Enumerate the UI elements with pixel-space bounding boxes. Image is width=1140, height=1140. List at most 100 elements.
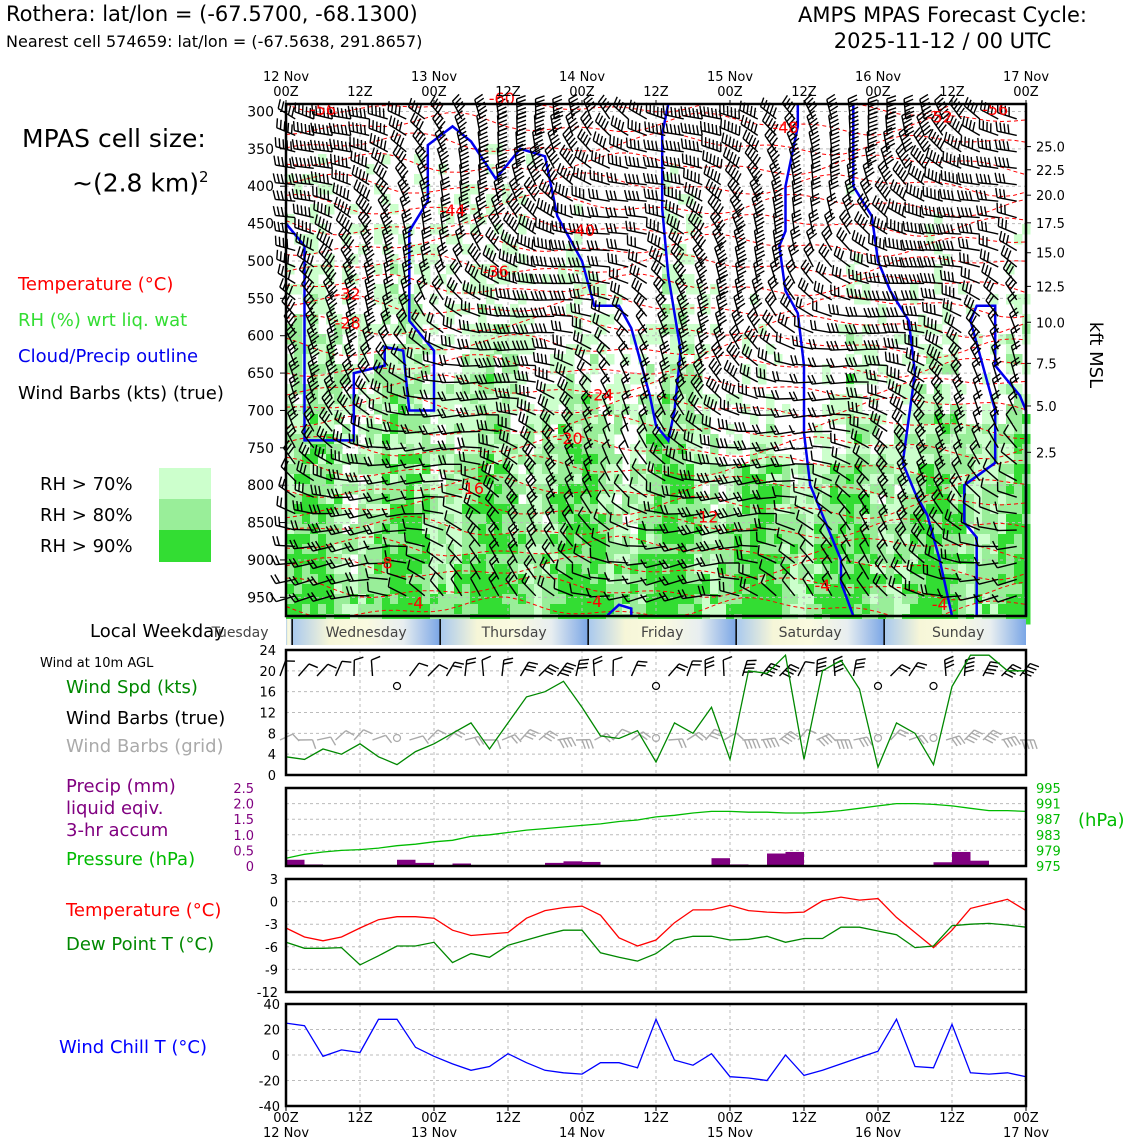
wind-barb-flag xyxy=(572,330,576,340)
wind-barb-flag xyxy=(561,406,569,416)
wind-barb-flag xyxy=(516,355,521,366)
wind-barb-flag xyxy=(499,288,503,298)
wind-barb-flag xyxy=(514,143,524,150)
rh-cell xyxy=(846,324,855,335)
wind-barb-flag xyxy=(344,558,351,568)
wind-barb-flag xyxy=(475,236,484,244)
wind-barb-flag xyxy=(457,209,467,216)
wind-barb-flag xyxy=(300,122,303,133)
rh-cell xyxy=(638,594,647,605)
rh-cell xyxy=(990,484,999,495)
rh-cell xyxy=(998,454,1007,465)
wind-barb-flag xyxy=(549,305,554,316)
wind-barb-flag xyxy=(385,282,394,289)
rh-cell xyxy=(926,504,935,515)
rh-cell xyxy=(910,504,919,515)
wind-barb-flag xyxy=(465,339,469,349)
wind-barb-flag xyxy=(491,270,494,280)
rh-cell xyxy=(294,554,303,565)
wind-barb-flag xyxy=(292,575,300,585)
wind-barb-flag xyxy=(273,221,277,231)
rh-cell xyxy=(566,514,575,525)
rh-cell xyxy=(414,174,423,185)
wind-barb-flag xyxy=(361,155,364,166)
wind-barb-flag xyxy=(494,387,498,398)
rh-cell xyxy=(742,564,751,575)
rh-cell xyxy=(446,404,455,415)
wind-barb-flag xyxy=(519,425,525,436)
rh-cell xyxy=(566,344,575,355)
rh-cell xyxy=(414,584,423,595)
wind-barb-flag xyxy=(421,183,431,191)
wind-barb-flag xyxy=(313,200,316,210)
rh-cell xyxy=(446,564,455,575)
rh-cell xyxy=(310,314,319,325)
wind-barb-flag xyxy=(308,124,311,135)
wind-barb-flag xyxy=(536,352,540,363)
rh-cell xyxy=(694,284,703,295)
rh-cell xyxy=(542,544,551,555)
rh-cell xyxy=(958,524,967,535)
wind-barb-flag xyxy=(329,525,336,535)
wind-barb-flag xyxy=(296,500,299,511)
wind-barb-flag xyxy=(632,206,636,217)
rh-cell xyxy=(982,474,991,485)
rh-cell xyxy=(686,304,695,315)
wind-barb-flag xyxy=(348,255,356,264)
wind-barb xyxy=(579,496,592,514)
wind-barb-flag xyxy=(289,539,295,550)
rh-cell xyxy=(878,444,887,455)
wind-barb-flag xyxy=(440,233,450,240)
wind-barb-flag xyxy=(488,250,494,260)
wind-barb-flag xyxy=(508,216,515,226)
rh-cell xyxy=(414,354,423,365)
wind-barb-flag xyxy=(528,183,536,192)
rh-cell xyxy=(894,544,903,555)
rh-cell xyxy=(398,434,407,445)
rh-cell xyxy=(374,404,383,415)
wind-barb-flag xyxy=(364,437,369,447)
wind-barb-flag xyxy=(566,475,575,483)
wind-barb-flag xyxy=(341,156,344,167)
rh-cell xyxy=(630,604,639,615)
rh-cell xyxy=(910,334,919,345)
wind-barb-flag xyxy=(345,586,350,596)
rh-cell xyxy=(342,584,351,595)
wind-barb-flag xyxy=(570,140,578,149)
wind-barb-flag xyxy=(308,377,317,384)
rh-cell xyxy=(470,604,479,615)
rh-cell xyxy=(294,574,303,585)
wind-barb-flag xyxy=(458,134,468,141)
rh-cell xyxy=(758,514,767,525)
wind-barb-flag xyxy=(460,168,470,174)
rh-cell xyxy=(702,404,711,415)
rh-cell xyxy=(566,554,575,565)
wind-barb-flag xyxy=(497,131,508,137)
rh-cell xyxy=(1014,504,1023,515)
rh-cell xyxy=(302,264,311,275)
rh-cell xyxy=(494,504,503,515)
wind-barb-flag xyxy=(473,269,479,279)
rh-cell xyxy=(286,264,295,275)
rh-cell xyxy=(950,464,959,475)
rh-cell xyxy=(814,544,823,555)
wind-barb-flag xyxy=(436,130,445,138)
wind-barb-flag xyxy=(459,151,469,158)
wind-barb-flag xyxy=(573,543,577,554)
rh-cell xyxy=(894,494,903,505)
rh-cell xyxy=(646,464,655,475)
wind-barb-flag xyxy=(506,476,514,485)
wind-barb xyxy=(608,560,629,564)
wind-barb-flag xyxy=(478,122,488,129)
wind-barb-flag xyxy=(329,589,336,599)
rh-cell xyxy=(534,514,543,525)
rh-cell xyxy=(342,574,351,585)
rh-cell xyxy=(390,204,399,215)
rh-cell xyxy=(446,384,455,395)
wind-barb-flag xyxy=(555,361,559,372)
wind-barb-flag xyxy=(333,154,336,165)
rh-cell xyxy=(406,604,415,615)
rh-cell xyxy=(950,434,959,445)
rh-cell xyxy=(358,544,367,555)
rh-cell xyxy=(542,424,551,435)
